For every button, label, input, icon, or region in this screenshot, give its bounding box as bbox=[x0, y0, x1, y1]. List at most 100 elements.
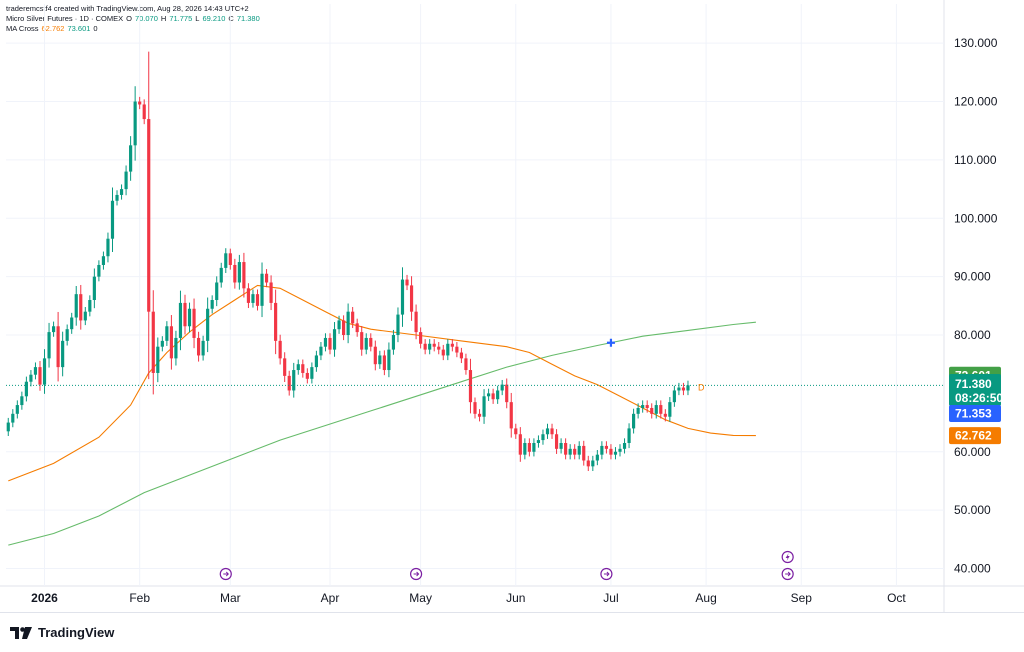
candle-body bbox=[586, 460, 590, 467]
candle-body bbox=[568, 448, 572, 455]
x-tick-label: Apr bbox=[321, 591, 340, 605]
candle-body bbox=[292, 370, 296, 391]
ohlc-close-label: C bbox=[228, 14, 234, 23]
x-tick-label: Feb bbox=[129, 591, 150, 605]
candle-body bbox=[636, 407, 640, 414]
candle-body bbox=[627, 428, 631, 443]
candle-body bbox=[369, 337, 373, 347]
x-tick-label: Jun bbox=[506, 591, 525, 605]
candle-body bbox=[609, 448, 613, 455]
candle-body bbox=[20, 396, 24, 406]
y-tick-label: 130.000 bbox=[954, 36, 998, 50]
candle-body bbox=[70, 317, 74, 330]
indicator-title[interactable]: MA Cross bbox=[6, 24, 39, 33]
candle-body bbox=[187, 308, 192, 327]
candle-body bbox=[97, 264, 101, 277]
candle-body bbox=[595, 454, 599, 461]
candle-body bbox=[400, 279, 405, 315]
candle-body bbox=[101, 256, 106, 265]
candle-body bbox=[38, 367, 42, 385]
candle-body bbox=[396, 314, 400, 336]
time-axis[interactable]: 2026 Feb Mar Apr May Jun Jul Aug Sep Oct bbox=[31, 591, 906, 605]
candle-body bbox=[355, 323, 359, 333]
candle-body bbox=[305, 372, 309, 379]
ohlc-high-value: 71.775 bbox=[169, 14, 193, 23]
candle-body bbox=[600, 445, 604, 455]
candle-body bbox=[559, 443, 563, 449]
candle-body bbox=[106, 238, 110, 257]
price-chart[interactable]: D 130.000 120.000 110.000 100.000 90.000 80.0… bbox=[0, 0, 1024, 612]
grid-lines bbox=[0, 0, 1024, 612]
candle-body bbox=[56, 326, 60, 368]
footer-bar: TradingView bbox=[0, 612, 1024, 652]
candle-body bbox=[577, 445, 581, 455]
candle-body bbox=[536, 440, 541, 443]
candle-body bbox=[124, 171, 128, 190]
event-arrow-icon bbox=[603, 571, 610, 577]
candlestick-series bbox=[6, 51, 690, 472]
candle-body bbox=[115, 194, 119, 201]
candle-body bbox=[500, 384, 504, 391]
candle-body bbox=[428, 343, 432, 350]
candle-body bbox=[92, 276, 96, 300]
candle-body bbox=[264, 273, 269, 283]
x-tick-label: Aug bbox=[695, 591, 716, 605]
x-tick-label: May bbox=[409, 591, 432, 605]
ohlc-low-label: L bbox=[195, 14, 200, 23]
ohlc-high-label: H bbox=[160, 14, 167, 23]
indicator-line[interactable]: MA Cross 62.762 73.601 0 bbox=[6, 24, 260, 34]
ohlc-open-value: 70.070 bbox=[134, 14, 158, 23]
price-axis[interactable]: 130.000 120.000 110.000 100.000 90.000 80.000… bbox=[954, 36, 998, 575]
candle-body bbox=[468, 370, 473, 403]
attribution-text: traderemcstf4 created with TradingView.c… bbox=[6, 4, 249, 13]
candle-body bbox=[405, 279, 409, 286]
candle-body bbox=[518, 434, 522, 455]
candle-body bbox=[156, 346, 160, 373]
candle-body bbox=[160, 340, 164, 347]
symbol-title[interactable]: Micro Silver Futures · 1D · COMEX bbox=[6, 14, 124, 23]
candle-body bbox=[450, 343, 454, 347]
ma-fast-price-tag-text: 62.762 bbox=[955, 429, 992, 443]
candle-body bbox=[15, 405, 19, 414]
ohlc-close-value: 71.380 bbox=[236, 14, 260, 23]
candle-body bbox=[391, 335, 396, 350]
candle-body bbox=[681, 387, 686, 391]
candle-body bbox=[215, 282, 219, 300]
candle-body bbox=[296, 364, 300, 371]
x-tick-label: Mar bbox=[220, 591, 241, 605]
candle-body bbox=[613, 451, 618, 455]
candle-body bbox=[6, 422, 10, 432]
candle-body bbox=[604, 445, 608, 449]
candle-body bbox=[151, 311, 155, 373]
candle-body bbox=[423, 343, 427, 350]
last-price-tag-text: 71.380 bbox=[955, 377, 992, 391]
candle-body bbox=[210, 300, 214, 309]
candle-body bbox=[622, 443, 627, 449]
candle-body bbox=[129, 145, 133, 172]
candle-body bbox=[61, 340, 65, 368]
candle-body bbox=[178, 302, 183, 338]
candle-body bbox=[110, 200, 115, 239]
candle-body bbox=[278, 340, 282, 359]
tradingview-logo[interactable]: TradingView bbox=[10, 625, 114, 640]
candle-body bbox=[573, 448, 577, 455]
candle-body bbox=[668, 402, 672, 417]
candle-body bbox=[373, 346, 377, 365]
candle-body bbox=[183, 302, 187, 327]
candle-body bbox=[523, 443, 527, 455]
candle-body bbox=[337, 320, 341, 330]
candle-body bbox=[650, 407, 654, 414]
lightning-glyph-icon bbox=[785, 553, 790, 561]
candle-body bbox=[33, 367, 38, 375]
candle-body bbox=[228, 253, 232, 265]
candle-body bbox=[441, 349, 445, 356]
candle-body bbox=[387, 349, 391, 371]
y-tick-label: 80.000 bbox=[954, 328, 991, 342]
candle-body bbox=[65, 329, 69, 341]
candle-body bbox=[274, 302, 278, 341]
candle-body bbox=[659, 405, 663, 414]
candle-body bbox=[491, 393, 495, 400]
candle-body bbox=[382, 355, 386, 371]
candle-body bbox=[138, 101, 142, 105]
candle-body bbox=[24, 381, 28, 397]
